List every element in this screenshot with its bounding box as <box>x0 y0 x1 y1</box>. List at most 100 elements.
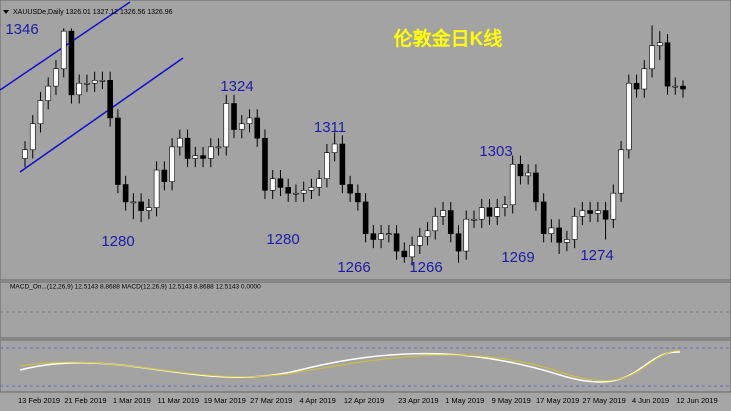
candle-body <box>587 210 593 214</box>
candle-body <box>161 169 168 182</box>
x-tick-label: 13 Feb 2019 <box>18 396 60 405</box>
candle-body <box>478 207 485 220</box>
candle-body <box>564 239 570 243</box>
candle-body <box>331 143 338 153</box>
x-tick-label: 23 Apr 2019 <box>398 396 438 405</box>
candle-body <box>60 30 67 70</box>
candle-body <box>378 233 384 240</box>
candle-body <box>339 143 346 185</box>
candle-body <box>595 210 601 214</box>
x-tick-label: 4 Jun 2019 <box>632 396 669 405</box>
chart-subtitle: XAUUSDe,Daily 1326.01 1327.12 1326.56 13… <box>13 9 173 16</box>
candle-body <box>107 80 113 119</box>
candle-body <box>463 218 470 252</box>
candle-body <box>146 207 152 211</box>
candle-body <box>548 227 555 235</box>
candle-body <box>246 117 253 125</box>
candle-body <box>633 82 640 90</box>
candle-body <box>393 233 400 252</box>
candle-body <box>76 82 82 96</box>
candle-body <box>37 100 44 125</box>
candle-body <box>362 201 369 235</box>
channel-line <box>19 57 184 173</box>
chart-title: 伦敦金日K线 <box>394 27 503 50</box>
candle-body <box>254 117 261 139</box>
candle-body <box>130 201 137 204</box>
macd-pane <box>0 281 731 339</box>
candle-body <box>471 218 477 221</box>
candle-body <box>300 189 307 194</box>
candle-body <box>355 192 361 203</box>
x-tick-label: 12 Jun 2019 <box>676 396 717 405</box>
candle-body <box>200 155 206 159</box>
candle-body <box>649 45 655 70</box>
menu-arrow <box>3 10 9 14</box>
candle-body <box>494 207 501 217</box>
candle-body <box>84 82 90 85</box>
candle-body <box>169 146 175 182</box>
candle-body <box>641 68 648 90</box>
candle-body <box>571 216 578 240</box>
candle-body <box>386 233 392 236</box>
x-tick-label: 4 Apr 2019 <box>300 396 336 405</box>
candle-body <box>238 123 245 130</box>
candle-body <box>277 178 284 188</box>
x-tick-label: 17 May 2019 <box>536 396 579 405</box>
candle-body <box>440 210 446 217</box>
candle-body <box>672 85 679 88</box>
x-tick-label: 12 Apr 2019 <box>344 396 384 405</box>
candle-body <box>447 210 454 235</box>
candle-body <box>53 68 59 87</box>
price-annotation: 1303 <box>479 143 512 160</box>
candle-body <box>424 230 431 237</box>
candle-body <box>207 146 214 159</box>
candle-body <box>533 172 539 203</box>
candle-body <box>231 103 237 130</box>
candle-body <box>618 149 624 194</box>
candle-body <box>115 117 121 185</box>
candle-body <box>455 233 462 252</box>
candle-body <box>177 137 183 148</box>
price-annotation: 1266 <box>409 259 442 276</box>
candle-body <box>184 137 191 159</box>
candle-body <box>215 146 222 149</box>
price-annotation: 1311 <box>314 119 346 136</box>
candle-body <box>401 250 408 258</box>
candle-body <box>223 103 230 148</box>
candle-body <box>602 210 609 220</box>
x-tick-label: 27 Mar 2019 <box>250 396 292 405</box>
price-annotation: 1280 <box>266 231 299 248</box>
candle-body <box>269 178 276 191</box>
candle-body <box>285 187 292 194</box>
x-tick-label: 11 Mar 2019 <box>158 396 200 405</box>
candle-body <box>540 201 547 235</box>
price-annotation: 1266 <box>337 259 370 276</box>
price-annotation: 1269 <box>501 249 534 266</box>
price-annotation: 1274 <box>580 247 613 264</box>
candle-body <box>192 155 199 159</box>
candle-body <box>45 85 52 101</box>
candle-body <box>416 236 423 246</box>
candle-body <box>308 187 315 191</box>
x-tick-label: 1 May 2019 <box>445 396 484 405</box>
candle-body <box>579 210 586 217</box>
x-tick-label: 9 May 2019 <box>492 396 531 405</box>
candle-body <box>99 80 106 82</box>
oscillator-pane <box>0 339 731 393</box>
candle-body <box>324 152 330 180</box>
candle-body <box>409 244 415 258</box>
candle-body <box>22 149 28 159</box>
x-tick-label: 27 May 2019 <box>582 396 625 405</box>
x-tick-label: 19 Mar 2019 <box>204 396 246 405</box>
candle-body <box>91 80 98 84</box>
candle-body <box>556 227 562 243</box>
candle-body <box>517 163 524 177</box>
price-annotation: 1324 <box>220 78 253 95</box>
candle-body <box>525 172 531 177</box>
candle-body <box>610 192 617 220</box>
candle-body <box>153 169 160 208</box>
oscillator-line <box>19 349 681 382</box>
indicator-label: MACD_On...(12,26,9) 12.5143 8.8688 MACD(… <box>10 284 261 291</box>
candle-body <box>656 42 663 46</box>
